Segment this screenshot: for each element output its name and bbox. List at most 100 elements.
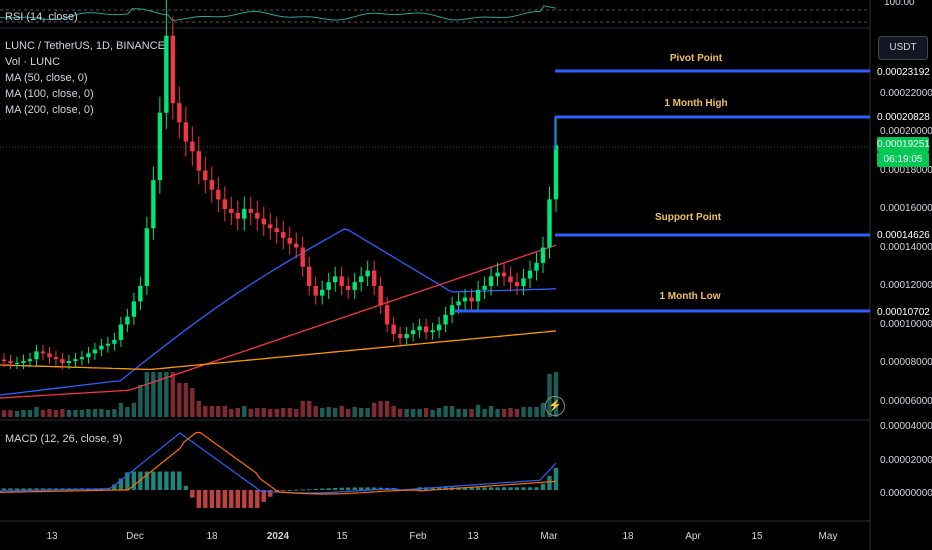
time-axis-tick: 2024 (266, 531, 290, 542)
volume-bar (151, 372, 156, 417)
volume-bar (196, 401, 202, 417)
candle-body (177, 103, 182, 123)
volume-bar (261, 408, 266, 417)
volume-bar (209, 406, 215, 417)
support-price-tag: 0.00014626 (877, 230, 930, 241)
macd-histogram-bar (190, 490, 195, 498)
candle-body (53, 357, 59, 360)
volume-bar (495, 409, 500, 417)
macd-histogram-bar (521, 487, 526, 490)
rsi-axis-tick: 100.00 (884, 0, 915, 8)
volume-bar (410, 409, 416, 417)
volume-bar (242, 406, 247, 417)
macd-histogram-bar (242, 490, 247, 508)
volume-bar (177, 383, 182, 417)
volume-bar (488, 406, 494, 417)
candle-body (8, 361, 13, 363)
volume-bar (320, 408, 325, 417)
macd-histogram-bar (365, 487, 370, 490)
volume-bar (118, 403, 124, 417)
candle-body (307, 266, 312, 286)
macd-histogram-bar (261, 490, 266, 502)
candle-body (125, 316, 130, 325)
candle-body (384, 305, 390, 325)
candle-body (92, 349, 98, 354)
macd-histogram-bar (371, 487, 377, 490)
support-point-label: Support Point (654, 212, 722, 223)
macd-histogram-bar (21, 488, 26, 490)
macd-histogram-bar (1, 488, 7, 490)
rsi-legend-label: RSI (14, close) (5, 11, 78, 23)
candle-body (170, 35, 176, 104)
candle-body (294, 243, 299, 248)
candle-body (66, 361, 72, 363)
volume-bar (339, 406, 344, 417)
macd-histogram-bar (47, 488, 52, 490)
candle-body (151, 180, 156, 229)
macd-histogram-bar (534, 487, 539, 490)
candle-body (443, 314, 448, 325)
macd-histogram-bar (495, 487, 500, 490)
volume-bar (443, 406, 448, 417)
macd-histogram-bar (235, 490, 240, 508)
volume-bar (248, 409, 253, 417)
month-low-price-tag: 0.00010702 (877, 307, 930, 318)
macd-histogram-bar (118, 478, 124, 490)
macd-histogram-bar (313, 488, 318, 490)
pivot-point-label: Pivot Point (669, 53, 723, 64)
macd-histogram-bar (40, 488, 46, 490)
candle-body (352, 282, 357, 290)
candle-body (339, 276, 344, 286)
candle-body (358, 276, 364, 283)
candle-body (40, 351, 46, 354)
candle-body (469, 297, 474, 302)
candle-body (1, 359, 7, 362)
rsi-legend: RSI (14, close) (5, 9, 78, 25)
macd-histogram-bar (34, 488, 39, 490)
macd-histogram-bar (112, 484, 117, 490)
volume-bar (183, 383, 189, 417)
currency-selector[interactable]: USDT (878, 36, 928, 60)
volume-bar (521, 407, 526, 417)
volume-bar (281, 408, 286, 417)
ma100-legend: MA (100, close, 0) (5, 88, 94, 100)
macd-histogram-bar (164, 471, 169, 490)
volume-bar (229, 409, 234, 417)
price-axis-tick: 0.00022000 (880, 87, 932, 99)
macd-histogram-bar (553, 468, 559, 490)
macd-histogram-bar (170, 471, 176, 490)
macd-histogram-bar (177, 471, 182, 490)
candle-body (436, 324, 442, 331)
candle-body (534, 262, 539, 271)
candle-body (196, 151, 202, 171)
candle-body (34, 351, 39, 360)
volume-bar (397, 409, 403, 417)
candle-body (112, 339, 117, 344)
candle-body (222, 199, 227, 209)
signal-line (0, 431, 557, 495)
ma100-line (0, 244, 557, 399)
time-axis-tick: 13 (46, 531, 58, 542)
candle-body (495, 272, 500, 277)
macd-histogram-bar (125, 472, 130, 490)
volume-bar (268, 409, 273, 417)
lightning-icon[interactable]: ⚡ (545, 396, 565, 416)
volume-bar (47, 409, 52, 417)
volume-bar (384, 401, 390, 417)
price-axis-tick: 0.00010000 (880, 318, 932, 330)
candle-body (261, 218, 266, 225)
volume-bar (475, 405, 481, 417)
candle-body (391, 324, 396, 335)
price-axis-tick: 0.00014000 (880, 241, 932, 253)
main-legend: LUNC / TetherUS, 1D, BINANCE Vol · LUNC … (5, 38, 165, 118)
volume-bar (235, 408, 240, 417)
volume-bar (423, 408, 429, 417)
candle-body (164, 35, 169, 113)
macd-histogram-bar (183, 485, 189, 490)
volume-bar (138, 385, 143, 417)
candle-body (105, 343, 111, 346)
macd-histogram-bar (540, 483, 546, 490)
candle-body (60, 359, 65, 363)
macd-histogram-bar (378, 487, 383, 490)
candle-body (248, 209, 253, 213)
